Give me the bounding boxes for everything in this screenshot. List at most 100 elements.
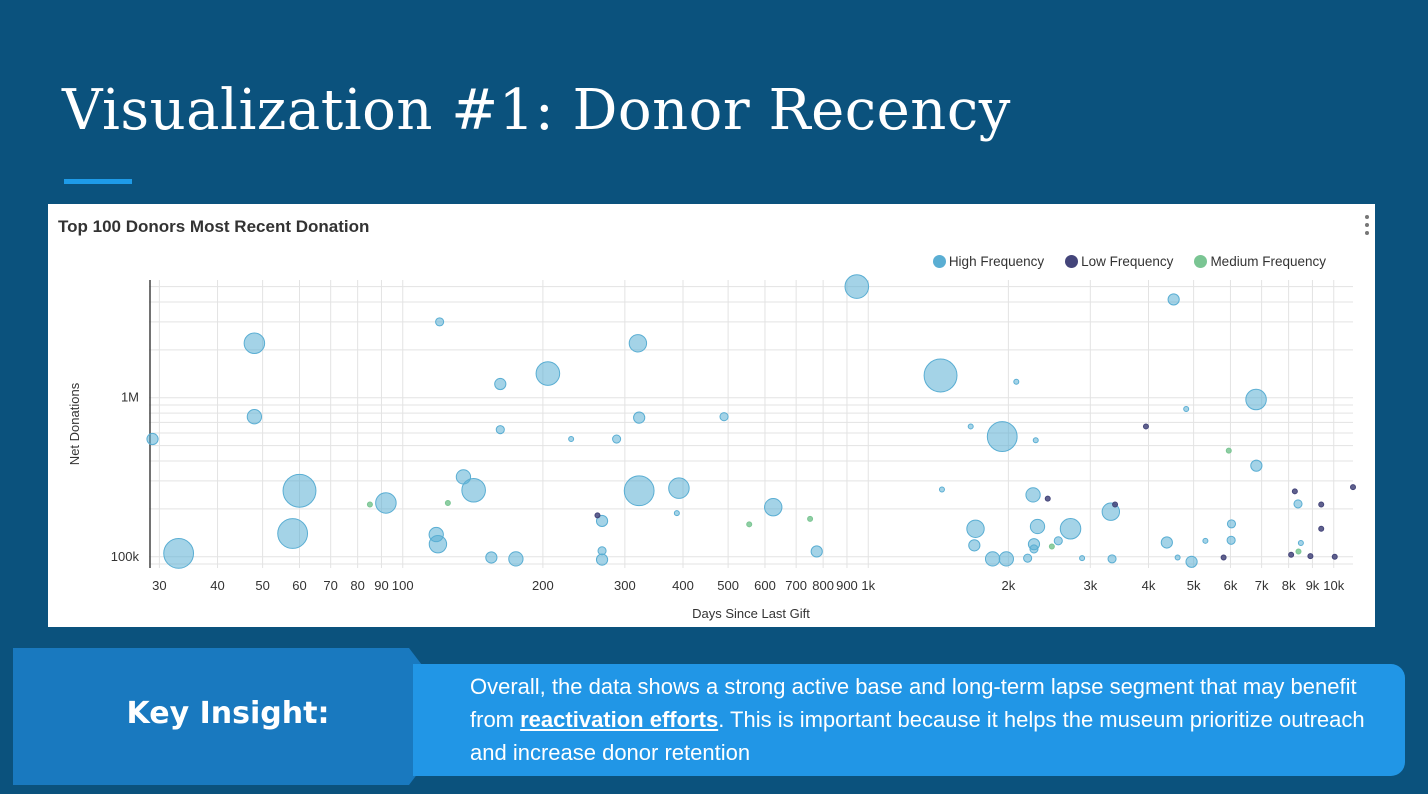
- scatter-point: [282, 473, 317, 508]
- key-insight-label: Key Insight:: [126, 696, 330, 731]
- chart-legend: High Frequency Low Frequency Medium Freq…: [932, 254, 1326, 269]
- scatter-point: [1318, 501, 1325, 508]
- y-tick-label: 100k: [111, 549, 140, 564]
- scatter-point: [1350, 484, 1356, 491]
- scatter-point: [277, 518, 309, 549]
- scatter-point: [1174, 554, 1181, 561]
- scatter-point: [1318, 525, 1325, 532]
- x-tick-label: 10k: [1323, 578, 1344, 593]
- x-tick-label: 1k: [861, 578, 875, 593]
- scatter-point: [1291, 488, 1298, 495]
- scatter-point: [1053, 536, 1063, 546]
- scatter-point: [1225, 447, 1232, 454]
- x-tick-label: 80: [350, 578, 364, 593]
- x-tick-label: 70: [323, 578, 337, 593]
- scatter-point: [1226, 535, 1236, 545]
- scatter-point: [1048, 543, 1055, 550]
- scatter-point: [1307, 553, 1314, 560]
- legend-dot-low-frequency: [1065, 255, 1079, 268]
- scatter-point: [844, 274, 870, 299]
- slide-title: Visualization #1: Donor Recency: [62, 78, 1011, 143]
- scatter-point: [998, 551, 1014, 567]
- scatter-point: [366, 501, 373, 508]
- key-insight-text: Overall, the data shows a strong active …: [470, 670, 1385, 769]
- x-tick-label: 5k: [1187, 578, 1201, 593]
- scatter-point: [623, 475, 655, 507]
- scatter-point: [375, 492, 397, 514]
- scatter-point: [1185, 555, 1198, 568]
- scatter-point: [495, 425, 505, 435]
- legend-item-low-frequency[interactable]: Low Frequency: [1065, 254, 1173, 269]
- x-tick-label: 600: [754, 578, 776, 593]
- scatter-point: [967, 423, 974, 430]
- legend-label: Low Frequency: [1081, 254, 1174, 269]
- scatter-point: [163, 538, 195, 569]
- reactivation-efforts-link[interactable]: reactivation efforts: [520, 707, 719, 732]
- scatter-point: [1288, 551, 1295, 558]
- legend-dot-high-frequency: [932, 255, 946, 268]
- scatter-point: [673, 510, 680, 517]
- scatter-point: [1029, 518, 1046, 535]
- x-tick-label: 200: [532, 578, 554, 593]
- scatter-point: [508, 551, 524, 567]
- y-axis-label: Net Donations: [67, 382, 82, 465]
- title-accent-line: [64, 179, 132, 184]
- scatter-point: [1297, 540, 1304, 547]
- chart-menu-icon[interactable]: [1363, 215, 1371, 235]
- scatter-point: [1142, 423, 1149, 430]
- scatter-point: [594, 512, 601, 519]
- scatter-point: [568, 436, 575, 443]
- x-tick-label: 700: [785, 578, 807, 593]
- x-tick-label: 90: [374, 578, 388, 593]
- scatter-point: [485, 551, 498, 564]
- legend-label: Medium Frequency: [1210, 254, 1326, 269]
- scatter-point: [1167, 293, 1180, 306]
- legend-item-high-frequency[interactable]: High Frequency: [932, 254, 1045, 269]
- x-tick-label: 6k: [1224, 578, 1238, 593]
- legend-item-medium-frequency[interactable]: Medium Frequency: [1194, 254, 1326, 269]
- x-tick-label: 8k: [1282, 578, 1296, 593]
- scatter-point: [612, 434, 622, 444]
- scatter-plot[interactable]: 30 40 50 60 70 80 90 100 200 300 400 500 600 700 800 90…: [48, 204, 1375, 627]
- scatter-point: [1293, 499, 1303, 509]
- legend-label: High Frequency: [948, 254, 1045, 269]
- key-insight-banner: Key Insight:: [13, 648, 461, 785]
- scatter-point: [1220, 554, 1227, 561]
- x-tick-label: 400: [672, 578, 694, 593]
- scatter-point: [1107, 554, 1117, 564]
- scatter-point: [719, 412, 729, 422]
- insight-text-before: Overall, the data shows a strong active …: [470, 674, 1357, 732]
- y-tick-label: 1M: [121, 390, 139, 405]
- x-tick-label: 7k: [1255, 578, 1269, 593]
- scatter-point: [444, 499, 451, 506]
- scatter-point: [1023, 553, 1033, 563]
- scatter-point: [668, 477, 690, 499]
- x-tick-label: 9k: [1306, 578, 1320, 593]
- x-tick-label: 40: [210, 578, 224, 593]
- x-tick-label: 2k: [1002, 578, 1016, 593]
- scatter-point: [428, 534, 448, 554]
- scatter-point: [494, 377, 507, 391]
- x-tick-label: 30: [152, 578, 166, 593]
- scatter-point: [1013, 378, 1020, 385]
- x-tick-label: 300: [614, 578, 636, 593]
- scatter-point: [1044, 495, 1051, 502]
- scatter-point: [1025, 487, 1041, 503]
- scatter-point: [1331, 553, 1338, 560]
- x-tick-label: 60: [292, 578, 306, 593]
- scatter-point: [938, 486, 945, 493]
- scatter-point: [1059, 518, 1082, 540]
- scatter-point: [1032, 437, 1039, 444]
- x-axis-label: Days Since Last Gift: [692, 606, 810, 621]
- scatter-point: [535, 361, 561, 386]
- scatter-point: [628, 334, 648, 353]
- scatter-point: [146, 432, 159, 446]
- scatter-point: [595, 553, 609, 566]
- scatter-point: [1245, 388, 1267, 411]
- scatter-point: [435, 317, 445, 327]
- scatter-point: [968, 539, 981, 552]
- scatter-point: [1079, 555, 1086, 562]
- scatter-point: [1029, 544, 1039, 554]
- x-tick-label: 3k: [1083, 578, 1097, 593]
- scatter-point: [810, 545, 823, 558]
